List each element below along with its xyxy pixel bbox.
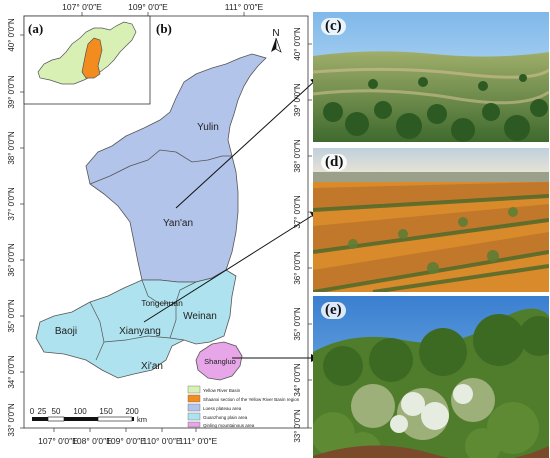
lon-top-label-1: 107° 0′0″E — [62, 2, 102, 12]
north-label: N — [272, 28, 279, 39]
baoji-border — [89, 301, 105, 361]
lat-left-label-5: 36° 0′0″N — [7, 243, 16, 277]
photo-e: (e) — [313, 296, 549, 458]
scale-tick-25: 25 — [38, 407, 47, 416]
region-label-baoji: Baoji — [55, 326, 77, 337]
photo-d: (d) — [313, 148, 549, 292]
lat-left-label-8: 33° 0′0″N — [7, 403, 16, 437]
inset-panel-label: (a) — [28, 21, 43, 36]
lat-right-label-3: 38° 0′0″N — [293, 139, 302, 173]
scale-tick-150: 150 — [99, 407, 113, 416]
arrow-to-photo-c — [175, 77, 319, 209]
map-legend: Yellow River Basin Shaanxi section of th… — [187, 385, 300, 428]
yulin-yanan-border — [89, 149, 232, 185]
lat-left-label-4: 37° 0′0″N — [7, 187, 16, 221]
legend-swatch-yellow-river-basin — [187, 385, 201, 394]
photo-d-image — [313, 148, 549, 292]
lon-bottom-label-1: 107° 0′0″E — [38, 436, 78, 446]
lat-left-label-1: 40° 0′0″N — [7, 18, 16, 52]
legend-swatch-shaanxi-section — [187, 394, 201, 403]
scale-tick-50: 50 — [52, 407, 61, 416]
region-label-yulin: Yulin — [197, 122, 219, 133]
tongchuan-border — [141, 279, 177, 305]
legend-swatch-qinling — [187, 421, 201, 428]
north-arrow-icon — [271, 38, 276, 52]
legend-label-shaanxi-section: Shaanxi section of the Yellow River Basi… — [203, 397, 300, 402]
region-label-shangluo: Shangluo — [204, 357, 236, 366]
photo-c-image — [313, 12, 549, 142]
photo-e-image — [313, 296, 549, 458]
shaanxi-section-shape — [81, 37, 103, 79]
north-arrow-icon-half — [275, 37, 282, 53]
region-label-weinan: Weinan — [183, 311, 217, 322]
scale-unit: km — [137, 415, 147, 424]
scale-tick-100: 100 — [73, 407, 87, 416]
lon-bottom-label-4: 110° 0′0″E — [142, 436, 181, 446]
lon-bottom-label-2: 108° 0′0″E — [72, 436, 112, 446]
lat-left-label-3: 38° 0′0″N — [7, 131, 16, 165]
lon-bottom-label-5: 111° 0′0″E — [179, 436, 218, 446]
lon-top-label-3: 111° 0′0″E — [225, 2, 264, 12]
photo-d-label: (d) — [321, 154, 348, 171]
legend-swatch-guanzhong-plain — [187, 412, 201, 421]
qinling-region — [195, 341, 243, 381]
lon-bottom-label-3: 109° 0′0″E — [106, 436, 146, 446]
lat-right-label-6: 35° 0′0″N — [293, 307, 302, 341]
lat-right-label-5: 36° 0′0″N — [293, 251, 302, 285]
scale-tick-0: 0 — [30, 407, 35, 416]
legend-label-yellow-river-basin: Yellow River Basin — [203, 388, 241, 393]
lat-right-label-4: 37° 0′0″N — [293, 195, 302, 229]
lat-left-label-7: 34° 0′0″N — [7, 355, 16, 389]
photo-c-label: (c) — [321, 18, 346, 35]
region-label-xianyang: Xianyang — [119, 326, 161, 337]
scale-bar — [32, 416, 134, 422]
xian-border — [103, 335, 185, 343]
legend-swatch-loess-plateau — [187, 403, 201, 412]
lat-right-label-7: 34° 0′0″N — [293, 363, 302, 397]
arrow-to-photo-d — [143, 211, 319, 323]
lat-right-label-1: 40° 0′0″N — [293, 27, 302, 61]
lat-right-label-2: 39° 0′0″N — [293, 83, 302, 117]
region-label-tongchuan: Tongchuan — [141, 298, 183, 308]
lat-left-label-6: 35° 0′0″N — [7, 299, 16, 333]
main-panel-label: (b) — [156, 21, 172, 36]
legend-label-qinling: Qinling mountainous area — [203, 423, 255, 428]
region-label-xian: Xi'an — [141, 361, 163, 372]
lon-top-label-2: 109° 0′0″E — [128, 2, 168, 12]
lat-left-label-2: 39° 0′0″N — [7, 75, 16, 109]
photo-c: (c) — [313, 12, 549, 142]
loess-plateau-region — [85, 53, 267, 283]
lat-right-label-8: 33° 0′0″N — [293, 409, 302, 443]
photo-e-label: (e) — [321, 302, 346, 319]
region-label-yanan: Yan'an — [163, 218, 193, 229]
scale-tick-200: 200 — [125, 407, 139, 416]
legend-label-loess-plateau: Loess plateau area — [203, 406, 242, 411]
legend-label-guanzhong-plain: Guanzhong plain area — [203, 415, 248, 420]
